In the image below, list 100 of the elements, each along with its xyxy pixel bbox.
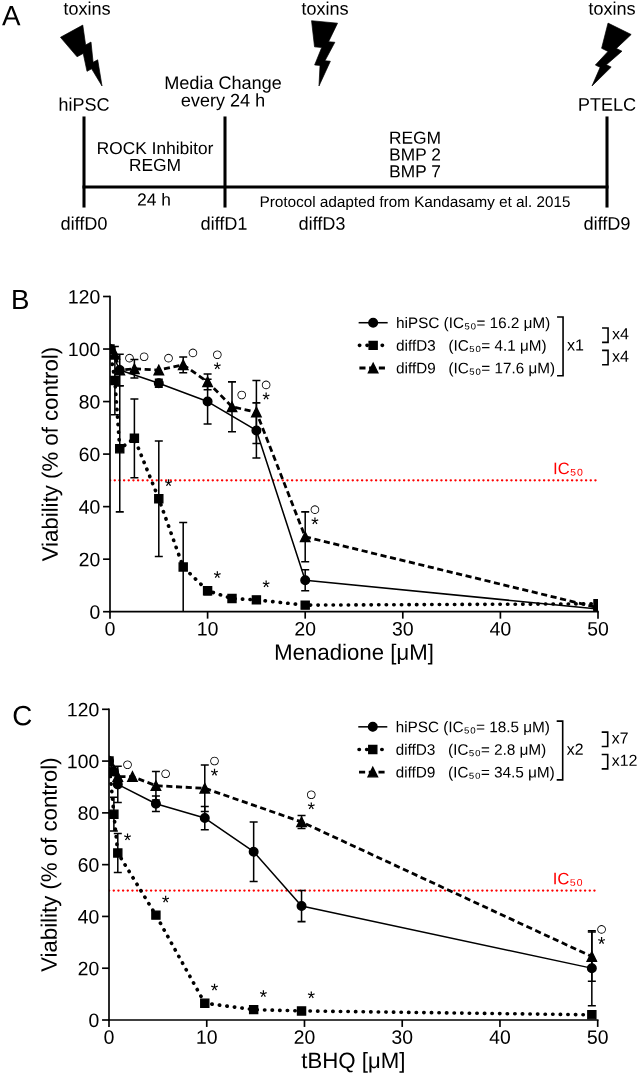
text: toxins bbox=[63, 1, 110, 15]
annotation: * bbox=[213, 571, 221, 579]
ref-line-label: IC₅₀ bbox=[554, 462, 583, 476]
annotation: ○ bbox=[597, 925, 606, 934]
point bbox=[251, 595, 262, 605]
text: Media Change every 24 h bbox=[165, 75, 281, 111]
point bbox=[200, 998, 210, 1008]
point bbox=[151, 910, 161, 920]
point bbox=[128, 363, 140, 375]
point bbox=[296, 901, 307, 912]
annotation: ○ bbox=[139, 352, 149, 362]
x-tick-label: 30 bbox=[392, 1030, 413, 1044]
annotation: * bbox=[311, 517, 319, 525]
x-tick-label: 10 bbox=[197, 1030, 217, 1044]
x-axis-title: Menadione [μM] bbox=[275, 643, 433, 665]
text: A bbox=[2, 6, 21, 26]
annotation: ○ bbox=[310, 505, 320, 514]
text: diffD9 bbox=[584, 216, 630, 230]
point bbox=[154, 494, 164, 504]
annotation: x1 bbox=[567, 339, 584, 351]
annotation: * bbox=[165, 479, 172, 487]
point bbox=[202, 396, 213, 407]
point bbox=[178, 562, 188, 572]
y-tick-label: 40 bbox=[79, 500, 100, 514]
y-tick-label: 60 bbox=[79, 447, 100, 462]
x-tick-label: 10 bbox=[198, 621, 218, 636]
text: diffD1 bbox=[201, 216, 247, 230]
x-tick-label: 0 bbox=[105, 621, 115, 636]
y-tick-label: 40 bbox=[78, 909, 99, 924]
y-tick-label: 100 bbox=[68, 754, 99, 769]
annotation: ○ bbox=[213, 350, 222, 359]
annotation: ○ bbox=[261, 380, 271, 390]
y-tick-label: 120 bbox=[68, 702, 99, 717]
text: x4 bbox=[612, 328, 629, 340]
x-tick-label: 0 bbox=[104, 1030, 114, 1044]
point bbox=[248, 1004, 259, 1015]
point bbox=[300, 600, 310, 610]
point bbox=[300, 575, 311, 586]
x-tick-label: 20 bbox=[294, 1030, 315, 1044]
annotation: * bbox=[262, 580, 270, 588]
annotation: ○ bbox=[210, 756, 219, 766]
annotation: ○ bbox=[161, 769, 170, 779]
point bbox=[150, 780, 162, 792]
y-tick-label: 0 bbox=[90, 605, 100, 619]
annotation: x2 bbox=[566, 743, 583, 755]
annotation: * bbox=[598, 937, 606, 944]
annotation: * bbox=[211, 983, 218, 991]
chart-title: C bbox=[13, 705, 32, 726]
x-tick-label: 40 bbox=[489, 1030, 511, 1044]
annotation: ○ bbox=[188, 348, 198, 358]
chart-title: B bbox=[13, 289, 28, 310]
y-tick-label: 20 bbox=[78, 961, 99, 976]
text: REGM BMP 2 BMP 7 bbox=[390, 131, 441, 178]
text: toxins bbox=[588, 1, 635, 15]
annotation: * bbox=[213, 362, 221, 370]
annotation: ○ bbox=[237, 390, 247, 400]
x-tick-label: 40 bbox=[490, 621, 511, 636]
point bbox=[109, 809, 119, 819]
legend-label: diffD3 (IC₅₀= 2.8 μM) bbox=[396, 743, 546, 758]
point bbox=[153, 364, 165, 376]
point bbox=[586, 963, 597, 974]
y-tick-label: 120 bbox=[69, 289, 100, 304]
y-tick-label: 20 bbox=[79, 552, 100, 567]
x-tick-label: 20 bbox=[295, 621, 316, 636]
legend-label: diffD9 (IC₅₀= 17.6 μM) bbox=[396, 362, 555, 377]
text: ROCK Inhibitor REGM bbox=[98, 141, 214, 172]
x-tick-label: 50 bbox=[587, 1030, 608, 1044]
legend-label: diffD9 (IC₅₀= 34.5 μM) bbox=[396, 766, 554, 781]
text: diffD3 bbox=[299, 216, 345, 230]
text: diffD0 bbox=[61, 216, 107, 230]
point bbox=[115, 444, 125, 454]
annotation: * bbox=[162, 895, 170, 903]
annotation: * bbox=[307, 991, 315, 999]
y-tick-label: 80 bbox=[78, 806, 99, 821]
point bbox=[250, 406, 262, 418]
point bbox=[110, 348, 121, 360]
point bbox=[199, 813, 210, 824]
point bbox=[296, 1006, 307, 1016]
x-tick-label: 30 bbox=[392, 621, 413, 636]
text: 24 h bbox=[137, 192, 170, 206]
point bbox=[110, 375, 120, 386]
text: x12 bbox=[611, 754, 637, 766]
text: hiPSC bbox=[59, 97, 109, 111]
point bbox=[586, 951, 598, 962]
y-tick-label: 80 bbox=[79, 395, 100, 409]
point bbox=[226, 401, 238, 413]
text: PTELC bbox=[579, 98, 636, 111]
y-tick-label: 0 bbox=[89, 1013, 99, 1028]
y-tick-label: 100 bbox=[69, 342, 100, 357]
annotation: ○ bbox=[123, 760, 132, 769]
x-axis-title: tBHQ [μM] bbox=[301, 1052, 404, 1073]
text: x7 bbox=[611, 732, 628, 744]
text: Protocol adapted from Kandasamy et al. 2015 bbox=[260, 195, 570, 211]
annotation: * bbox=[259, 990, 267, 998]
point bbox=[150, 798, 161, 809]
point bbox=[227, 593, 237, 604]
point bbox=[587, 1010, 597, 1020]
point bbox=[251, 425, 262, 436]
point bbox=[248, 846, 259, 857]
point bbox=[299, 531, 311, 543]
